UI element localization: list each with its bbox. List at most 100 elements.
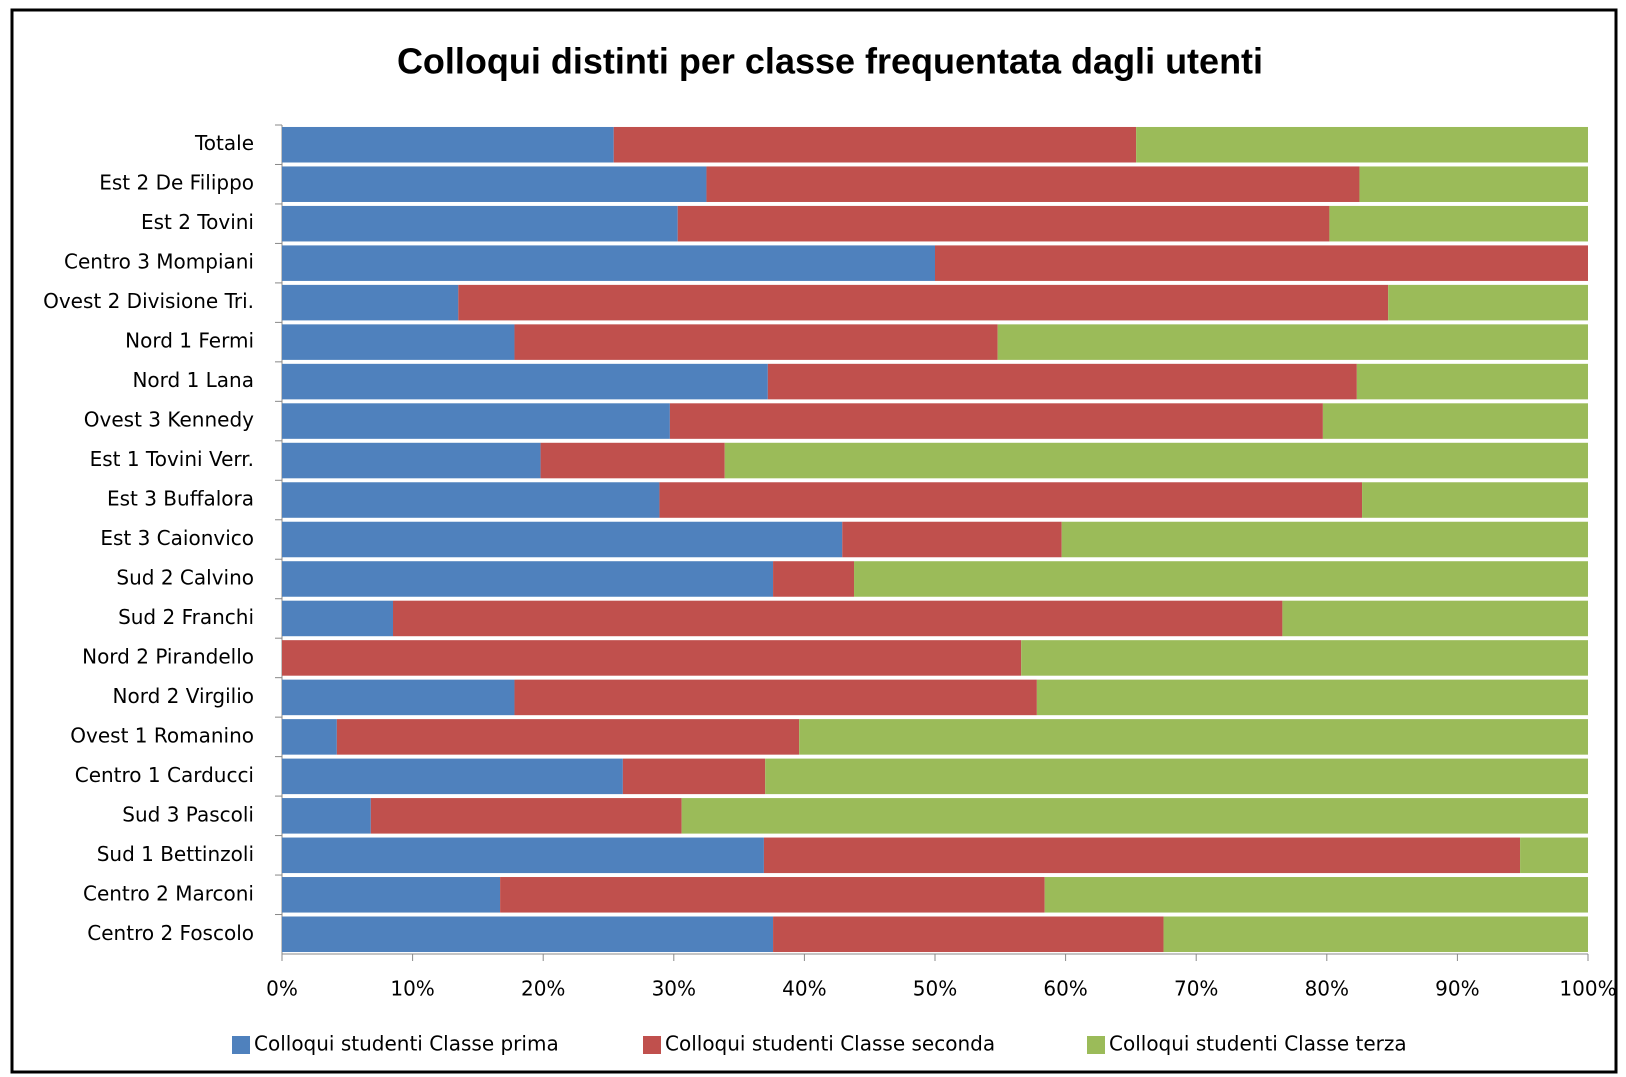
- bar-segment: [1362, 482, 1588, 518]
- y-tick-label: Est 3 Buffalora: [107, 487, 254, 511]
- bar-segment: [282, 482, 660, 518]
- bar-segment: [282, 600, 394, 637]
- bar-segment: [1061, 521, 1588, 558]
- bar-segment: [282, 205, 678, 242]
- bar-segment: [336, 719, 800, 755]
- x-tick-label: 70%: [1174, 977, 1218, 1001]
- x-tick-label: 50%: [913, 977, 957, 1001]
- legend-swatch: [232, 1036, 250, 1054]
- bar-segment: [935, 245, 1588, 281]
- x-tick-label: 10%: [390, 977, 434, 1001]
- legend-swatch: [1087, 1036, 1105, 1054]
- bar-segment: [282, 679, 515, 716]
- bar-segment: [659, 482, 1363, 518]
- bar-segment: [669, 403, 1323, 439]
- bar-segment: [1356, 363, 1588, 400]
- bar-segment: [282, 442, 541, 479]
- bar-segment: [1282, 600, 1588, 637]
- bar-segment: [842, 521, 1062, 558]
- y-tick-label: Ovest 2 Divisione Tri.: [43, 289, 254, 313]
- y-tick-label: Nord 1 Fermi: [125, 329, 254, 353]
- y-tick-label: Centro 2 Marconi: [83, 881, 254, 905]
- y-tick-label: Totale: [194, 131, 254, 155]
- y-tick-label: Sud 3 Pascoli: [122, 802, 254, 826]
- x-tick-label: 90%: [1435, 977, 1479, 1001]
- bar-segment: [514, 679, 1037, 716]
- bar-segment: [767, 363, 1357, 400]
- bar-segment: [282, 916, 774, 953]
- bar-segment: [282, 877, 501, 913]
- chart-title: Colloqui distinti per classe frequentata…: [397, 41, 1263, 82]
- legend-swatch: [643, 1036, 661, 1054]
- bar-segment: [773, 916, 1164, 953]
- bar-segment: [458, 284, 1389, 321]
- legend-label: Colloqui studenti Classe seconda: [665, 1032, 995, 1056]
- bar-segment: [282, 798, 371, 834]
- bar-segment: [500, 877, 1045, 913]
- bar-segment: [765, 758, 1588, 795]
- bar-segment: [997, 324, 1588, 360]
- bar-segment: [282, 758, 623, 795]
- y-tick-label: Est 1 Tovini Verr.: [90, 447, 254, 471]
- x-tick-label: 100%: [1559, 977, 1616, 1001]
- bar-segment: [282, 640, 1022, 676]
- x-tick-label: 0%: [266, 977, 298, 1001]
- y-tick-label: Est 2 Tovini: [141, 210, 254, 234]
- bar-segment: [370, 798, 682, 834]
- bar-segment: [773, 561, 855, 597]
- bar-segment: [282, 324, 515, 360]
- bar-segment: [282, 521, 843, 558]
- y-tick-label: Nord 1 Lana: [132, 368, 254, 392]
- bar-segment: [282, 719, 337, 755]
- y-tick-label: Ovest 1 Romanino: [70, 723, 254, 747]
- y-tick-label: Nord 2 Virgilio: [113, 684, 254, 708]
- y-tick-label: Est 2 De Filippo: [99, 171, 254, 195]
- y-tick-label: Est 3 Caionvico: [100, 526, 254, 550]
- y-tick-label: Centro 1 Carducci: [75, 763, 254, 787]
- legend-label: Colloqui studenti Classe terza: [1109, 1032, 1407, 1056]
- bar-segment: [1136, 126, 1588, 163]
- bar-segment: [677, 205, 1330, 242]
- y-tick-label: Sud 2 Calvino: [116, 565, 254, 589]
- y-tick-label: Ovest 3 Kennedy: [84, 408, 254, 432]
- x-tick-label: 20%: [521, 977, 565, 1001]
- bar-segment: [282, 837, 764, 874]
- bar-segment: [854, 561, 1588, 597]
- bar-segment: [282, 245, 935, 281]
- bar-segment: [681, 798, 1588, 834]
- x-tick-label: 40%: [782, 977, 826, 1001]
- bar-segment: [1163, 916, 1588, 953]
- bar-segment: [393, 600, 1283, 637]
- bar-segment: [540, 442, 725, 479]
- y-tick-label: Nord 2 Pirandello: [82, 644, 254, 668]
- bar-segment: [1329, 205, 1588, 242]
- bar-segment: [282, 166, 707, 202]
- bar-segment: [1520, 837, 1588, 874]
- x-tick-label: 60%: [1043, 977, 1087, 1001]
- x-tick-label: 30%: [652, 977, 696, 1001]
- bar-segment: [1036, 679, 1588, 716]
- bar-segment: [622, 758, 766, 795]
- bar-segment: [799, 719, 1588, 755]
- bar-segment: [282, 363, 768, 400]
- bar-segment: [282, 561, 774, 597]
- y-tick-label: Centro 3 Mompiani: [64, 250, 254, 274]
- bar-segment: [763, 837, 1521, 874]
- y-tick-label: Sud 2 Franchi: [118, 605, 254, 629]
- bar-segment: [282, 403, 670, 439]
- bar-segment: [514, 324, 998, 360]
- y-tick-label: Sud 1 Bettinzoli: [97, 842, 254, 866]
- bar-segment: [1359, 166, 1588, 202]
- y-tick-label: Centro 2 Foscolo: [87, 921, 254, 945]
- legend-label: Colloqui studenti Classe prima: [254, 1032, 559, 1056]
- x-tick-label: 80%: [1305, 977, 1349, 1001]
- bar-segment: [1044, 877, 1588, 913]
- bar-segment: [1021, 640, 1588, 676]
- bar-segment: [1388, 284, 1588, 321]
- bar-segment: [724, 442, 1588, 479]
- bar-segment: [613, 126, 1137, 163]
- bar-segment: [282, 284, 459, 321]
- bar-segment: [1322, 403, 1588, 439]
- bar-segment: [706, 166, 1360, 202]
